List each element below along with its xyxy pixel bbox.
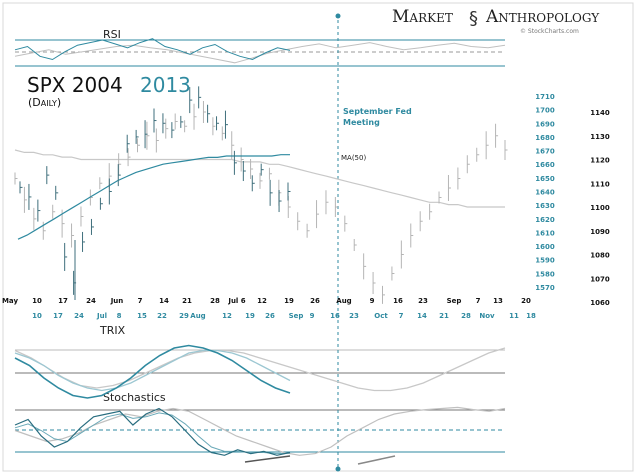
x-tick-2004: 17 — [58, 297, 68, 305]
axis-2013-tick: 1640 — [535, 188, 555, 196]
x-tick-2004: 12 — [257, 297, 267, 305]
x-tick-2004: Jul 6 — [227, 297, 245, 305]
x-tick-2013: Aug — [190, 312, 205, 320]
x-tick-2013: 26 — [265, 312, 275, 320]
axis-2013-tick: 1580 — [535, 270, 555, 278]
x-tick-2004: 24 — [86, 297, 96, 305]
axis-2013-tick: 1630 — [535, 202, 555, 210]
axis-2004-tick: 1090 — [590, 228, 610, 236]
title-2004: SPX 2004 — [27, 73, 123, 97]
x-tick-2004: 14 — [159, 297, 169, 305]
x-tick-2013: 28 — [461, 312, 471, 320]
x-tick-2004: 7 — [476, 297, 481, 305]
axis-2004-tick: 1100 — [590, 204, 610, 212]
stoch-2013-k-line — [14, 407, 291, 456]
x-tick-2004: 7 — [138, 297, 143, 305]
x-tick-2004: 28 — [210, 297, 220, 305]
axis-2013-tick: 1570 — [535, 284, 555, 292]
x-tick-2013: 9 — [310, 312, 315, 320]
axis-2004-tick: 1080 — [590, 252, 610, 260]
x-tick-2013: 10 — [32, 312, 42, 320]
x-tick-2013: 8 — [117, 312, 122, 320]
x-tick-2004: Sep — [447, 297, 462, 305]
x-tick-2013: 22 — [157, 312, 167, 320]
x-tick-2013: 23 — [349, 312, 359, 320]
x-tick-2013: 15 — [137, 312, 147, 320]
trix-2013-line — [14, 344, 291, 399]
ma50-2004-line — [14, 149, 505, 208]
x-tick-2013: Jul — [96, 312, 107, 320]
dna-icon: § — [469, 8, 478, 29]
x-tick-2004: 16 — [393, 297, 403, 305]
stoch-label: Stochastics — [103, 391, 166, 404]
trix-2013-signal-line — [14, 349, 291, 392]
x-tick-2004: Aug — [336, 297, 351, 305]
fed-marker-bottom — [335, 466, 341, 472]
x-tick-2004: 26 — [310, 297, 320, 305]
axis-2013-tick: 1590 — [535, 257, 555, 265]
axis-2004-tick: 1060 — [590, 299, 610, 307]
x-tick-2013: 17 — [53, 312, 63, 320]
axis-2013-tick: 1600 — [535, 243, 555, 251]
brand-left: Market — [392, 7, 453, 27]
ma50-2013-line — [17, 154, 290, 240]
x-tick-2013: Sep — [289, 312, 304, 320]
rsi-2013-line — [14, 38, 291, 61]
trix-label: TRIX — [99, 324, 126, 337]
x-tick-2013: 7 — [399, 312, 404, 320]
axis-2004-tick: 1140 — [590, 109, 610, 117]
x-tick-2013: 11 — [509, 312, 519, 320]
axis-2013-tick: 1670 — [535, 148, 555, 156]
axis-2013-tick: 1700 — [535, 107, 555, 115]
x-tick-2013: 24 — [74, 312, 84, 320]
x-tick-2004: 9 — [370, 297, 375, 305]
fed-marker — [335, 13, 341, 19]
x-tick-2013: Oct — [374, 312, 388, 320]
axis-2013-tick: 1610 — [535, 229, 555, 237]
x-tick-2013: 14 — [417, 312, 427, 320]
rsi-label: RSI — [103, 28, 121, 41]
subtitle-daily: (Daily) — [28, 96, 61, 109]
axis-2013-tick: 1660 — [535, 161, 555, 169]
x-tick-2004: Jun — [110, 297, 124, 305]
x-tick-2004: 19 — [284, 297, 294, 305]
x-tick-2013: 12 — [222, 312, 232, 320]
axis-2004-tick: 1110 — [590, 180, 610, 188]
x-tick-2004: May — [2, 297, 18, 305]
x-tick-2013: 16 — [330, 312, 340, 320]
x-tick-2013: 29 — [179, 312, 189, 320]
x-tick-2004: 10 — [32, 297, 42, 305]
x-tick-2004: 20 — [521, 297, 531, 305]
axis-2004-tick: 1070 — [590, 275, 610, 283]
fed-annotation-text: September Fed Meeting — [343, 107, 412, 127]
divergence-2013-line — [244, 455, 291, 463]
fed-annotation: September Fed Meeting — [343, 107, 412, 127]
x-tick-2013: 19 — [245, 312, 255, 320]
title-2013: 2013 — [140, 73, 191, 97]
x-tick-2004: 23 — [418, 297, 428, 305]
divergence-2004-line — [357, 455, 396, 465]
x-tick-2013: Nov — [479, 312, 495, 320]
ma50-label: MA(50) — [341, 154, 366, 162]
axis-2004-tick: 1120 — [590, 157, 610, 165]
axis-2013-tick: 1690 — [535, 120, 555, 128]
stoch-2004-line — [14, 406, 506, 456]
brand-credit: © StockCharts.com — [520, 28, 579, 35]
trix-2004-line — [14, 347, 506, 392]
brand-right: Anthropology — [485, 7, 600, 27]
axis-2013-tick: 1650 — [535, 175, 555, 183]
axis-2013-tick: 1620 — [535, 216, 555, 224]
axis-2013-tick: 1710 — [535, 93, 555, 101]
x-tick-2013: 18 — [526, 312, 536, 320]
axis-2004-tick: 1130 — [590, 133, 610, 141]
axis-2013-tick: 1680 — [535, 134, 555, 142]
x-tick-2004: 21 — [182, 297, 192, 305]
x-tick-2013: 21 — [439, 312, 449, 320]
brand-logo: Market § Anthropology © StockCharts.com — [392, 7, 600, 35]
x-tick-2004: 13 — [493, 297, 503, 305]
